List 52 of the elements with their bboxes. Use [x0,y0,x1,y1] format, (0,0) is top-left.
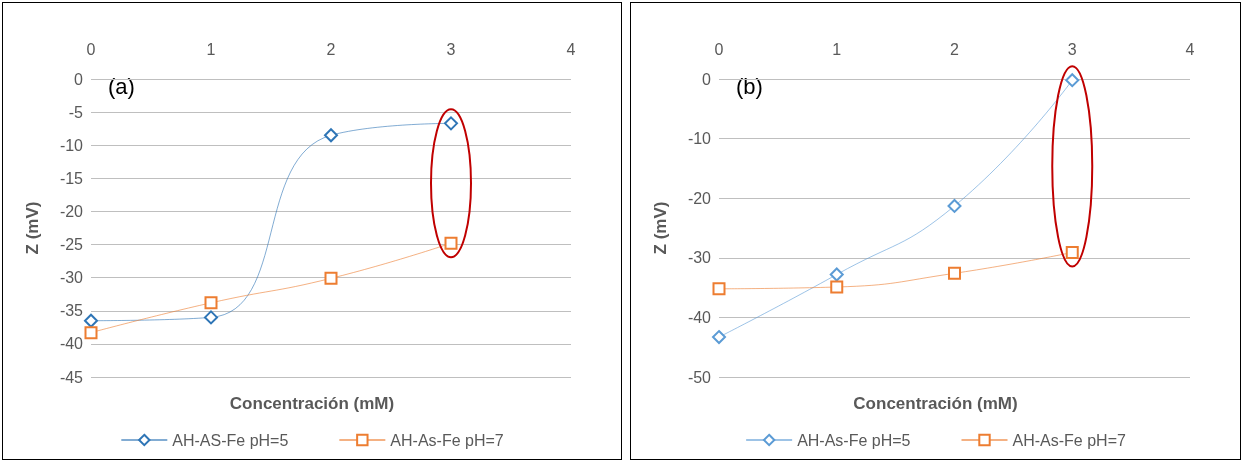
point [84,313,98,328]
point [204,296,218,310]
x-tick-label: 0 [86,40,96,58]
point [324,128,338,143]
x-tick-label: 4 [566,40,576,58]
legend-label: AH-AS-Fe pH=5 [172,431,289,449]
point [444,236,458,250]
y-axis-title: Z (mV) [23,201,42,255]
x-axis-title: Concentración (mM) [853,394,1018,413]
x-tick-label: 1 [832,40,842,58]
y-tick-label: 0 [702,70,712,88]
y-tick-label: -15 [59,169,84,187]
x-tick-label: 2 [950,40,960,58]
y-tick-label: -25 [59,236,84,254]
y-tick-label: -30 [59,269,84,287]
point [1065,73,1080,88]
legend-label: AH-As-Fe pH=7 [1012,431,1126,449]
point [444,116,458,131]
point [948,266,961,280]
point [204,310,218,325]
x-tick-label: 4 [1185,40,1195,58]
point [947,198,962,213]
x-tick-label: 1 [206,40,216,58]
annotation: (a) [108,73,135,99]
x-tick-label: 2 [326,40,336,58]
point [1065,245,1079,259]
point [84,326,98,340]
y-tick-label: -40 [687,308,712,326]
point [829,267,844,282]
point [830,280,844,294]
x-tick-label: 0 [714,40,724,58]
legend-label: AH-As-Fe pH=5 [797,431,911,449]
annotation: (b) [736,73,763,99]
y-axis-title: Z (mV) [651,201,670,255]
y-tick-label: -10 [687,130,712,148]
y-tick-label: -5 [68,103,84,121]
y-tick-label: -45 [59,368,84,386]
point [712,330,726,345]
y-tick-label: -30 [687,249,712,267]
y-tick-label: -40 [59,335,84,353]
point [324,271,338,285]
legend-label: AH-As-Fe pH=7 [390,431,504,449]
y-tick-label: -20 [687,189,712,207]
y-tick-label: -20 [59,202,84,220]
y-tick-label: -35 [59,302,84,320]
y-tick-label: 0 [74,70,84,88]
y-tick-label: -50 [687,368,712,386]
x-axis-title: Concentración (mM) [229,394,395,413]
x-tick-label: 3 [1067,40,1077,58]
y-tick-label: -10 [59,136,84,154]
point [712,282,726,296]
x-tick-label: 3 [446,40,456,58]
